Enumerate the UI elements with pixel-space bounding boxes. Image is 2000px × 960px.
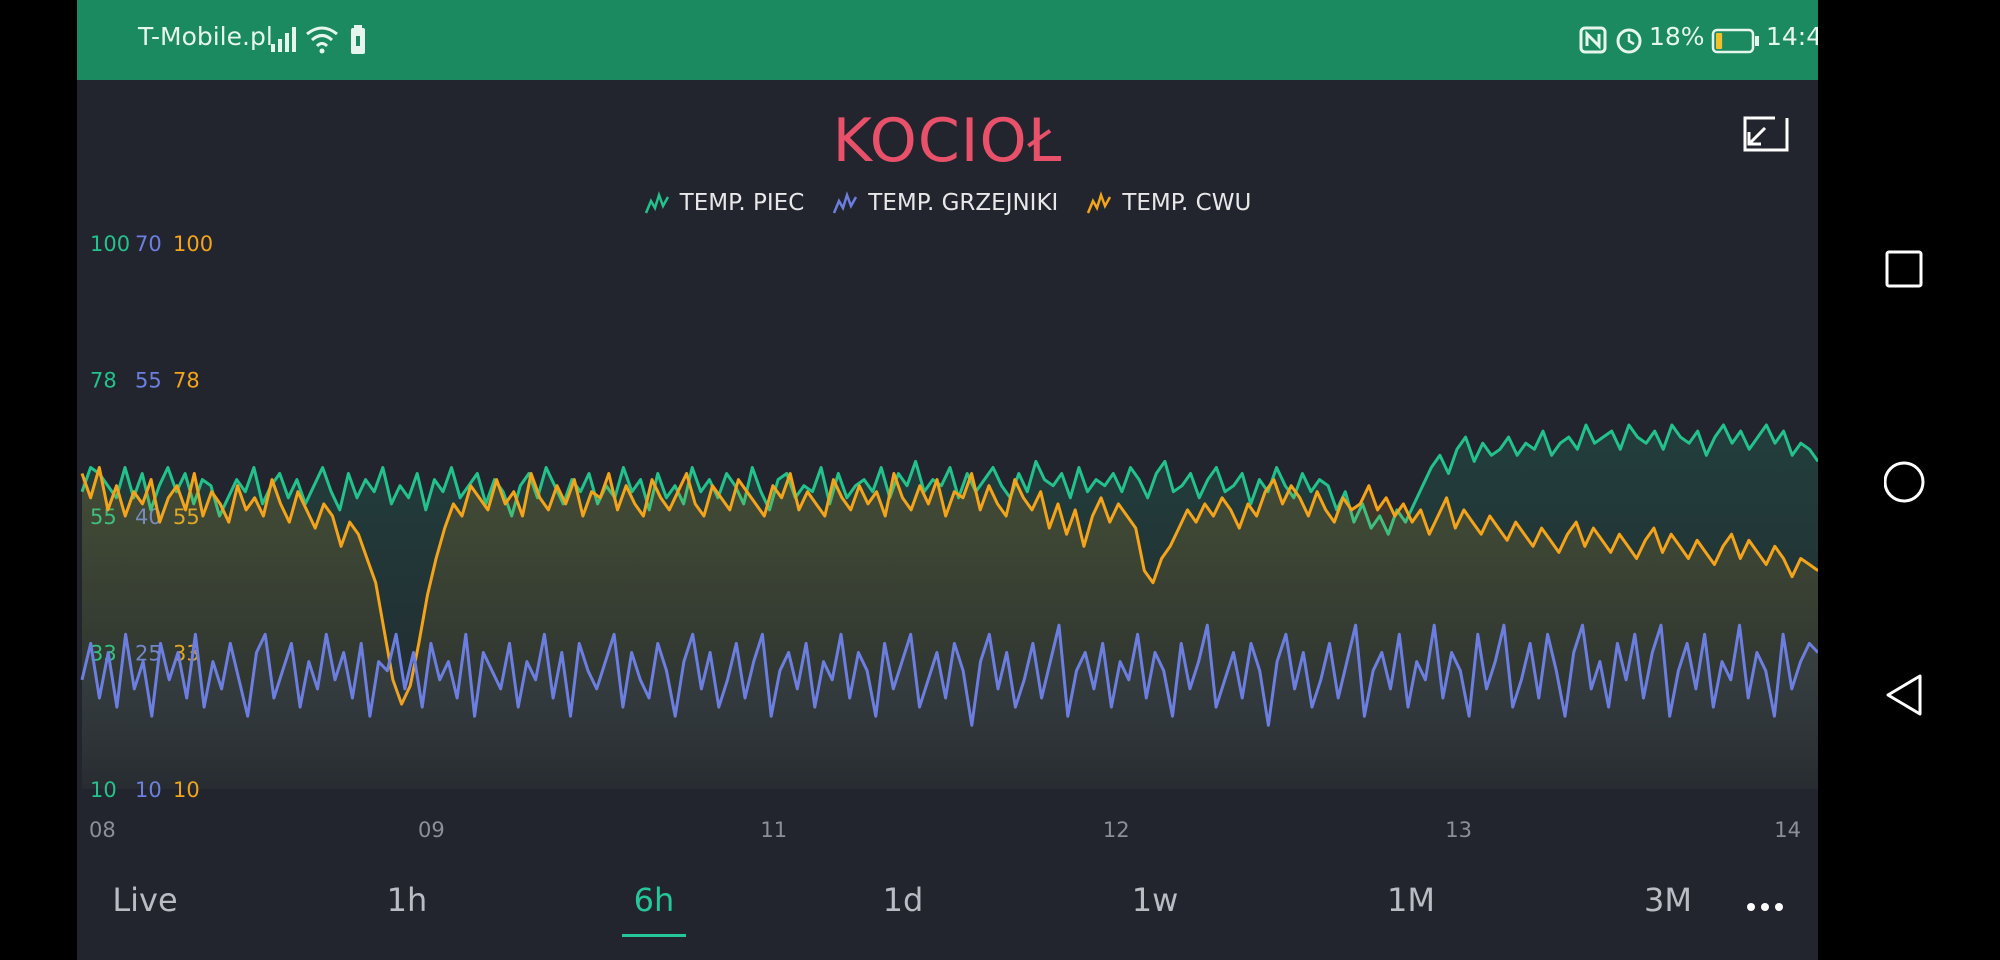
range-button-3m[interactable]: 3M bbox=[1644, 881, 1692, 919]
x-tick-label: 11 bbox=[760, 818, 787, 842]
range-button-1h[interactable]: 1h bbox=[386, 881, 428, 919]
legend-label: TEMP. CWU bbox=[1122, 190, 1252, 216]
range-button-live[interactable]: Live bbox=[112, 881, 178, 919]
chart-legend: TEMP. PIEC TEMP. GRZEJNIKI TEMP. CWU bbox=[77, 190, 1818, 221]
y-tick-label: 55 bbox=[135, 369, 162, 393]
chart-title: KOCIOŁ bbox=[832, 106, 1063, 176]
series-line-1 bbox=[80, 623, 1818, 727]
x-tick-label: 08 bbox=[89, 818, 116, 842]
y-tick-label: 70 bbox=[135, 232, 162, 256]
more-options-button[interactable] bbox=[1735, 870, 1795, 930]
legend-item-2[interactable]: TEMP. CWU bbox=[1086, 190, 1251, 216]
line-chart: 1007855331070554025101007855331008091112… bbox=[80, 232, 1818, 842]
legend-label: TEMP. GRZEJNIKI bbox=[868, 190, 1059, 216]
nfc-icon bbox=[1579, 26, 1607, 54]
legend-line-icon bbox=[644, 191, 669, 214]
x-tick-label: 14 bbox=[1774, 818, 1801, 842]
y-tick-label: 78 bbox=[90, 369, 117, 393]
back-button[interactable] bbox=[1818, 640, 2000, 750]
y-tick-label: 78 bbox=[173, 369, 200, 393]
legend-item-1[interactable]: TEMP. GRZEJNIKI bbox=[832, 190, 1058, 216]
wifi-icon bbox=[306, 26, 338, 54]
app-screen: T-Mobile.pl 18% bbox=[77, 0, 1818, 960]
y-tick-label: 100 bbox=[173, 232, 213, 256]
range-button-1m[interactable]: 1M bbox=[1387, 881, 1435, 919]
time-range-selector: Live 1h 6h 1d 1w 1M 3M bbox=[77, 870, 1818, 940]
recent-apps-button[interactable] bbox=[1818, 212, 2000, 322]
signal-icon bbox=[271, 27, 296, 52]
legend-label: TEMP. PIEC bbox=[679, 190, 805, 216]
y-tick-label: 100 bbox=[90, 232, 130, 256]
legend-item-0[interactable]: TEMP. PIEC bbox=[644, 190, 805, 216]
exit-fullscreen-icon[interactable] bbox=[1743, 116, 1789, 152]
carrier-name: T-Mobile.pl bbox=[138, 22, 273, 51]
selected-range-indicator bbox=[622, 934, 686, 937]
x-tick-label: 09 bbox=[418, 818, 445, 842]
range-button-6h[interactable]: 6h bbox=[633, 881, 675, 919]
battery-saver-icon bbox=[351, 25, 365, 54]
navigation-bar bbox=[1818, 0, 2000, 960]
more-horizontal-icon bbox=[1747, 903, 1783, 911]
back-icon bbox=[1886, 674, 1922, 716]
battery-icon bbox=[1711, 28, 1759, 54]
clock: 14:4 bbox=[1766, 22, 1818, 51]
range-button-1d[interactable]: 1d bbox=[882, 881, 924, 919]
battery-percent: 18% bbox=[1649, 22, 1705, 51]
recent-apps-icon bbox=[1885, 250, 1923, 288]
x-tick-label: 12 bbox=[1103, 818, 1130, 842]
status-bar: T-Mobile.pl 18% bbox=[77, 0, 1818, 80]
x-tick-label: 13 bbox=[1445, 818, 1472, 842]
series-line-0 bbox=[80, 423, 1818, 536]
legend-line-icon bbox=[1087, 191, 1112, 214]
series-line-2 bbox=[80, 466, 1818, 706]
legend-line-icon bbox=[833, 191, 858, 214]
range-button-1w[interactable]: 1w bbox=[1131, 881, 1179, 919]
home-button[interactable] bbox=[1818, 426, 2000, 536]
alarm-icon bbox=[1616, 28, 1642, 54]
home-icon bbox=[1884, 461, 1925, 503]
